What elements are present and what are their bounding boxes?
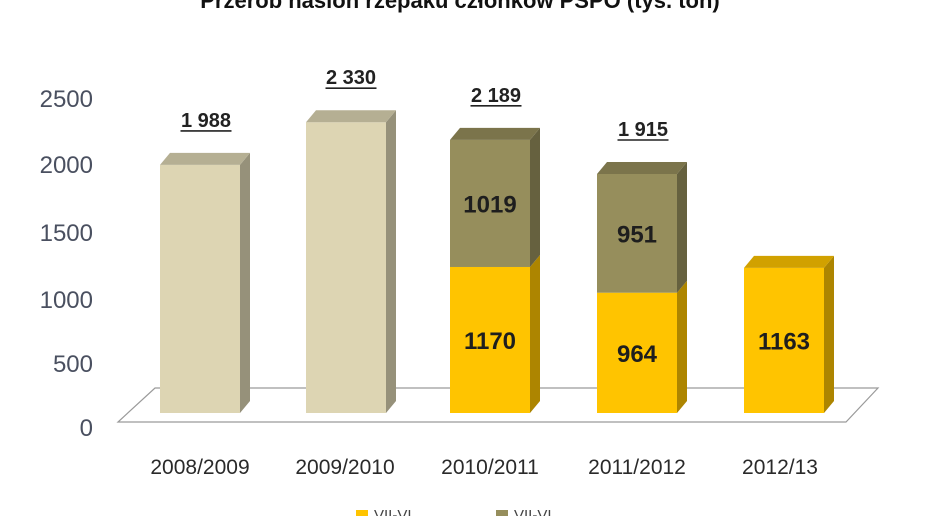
legend: VII-VI VII-VI: [356, 507, 552, 516]
total-value-label: 1 915: [618, 119, 668, 141]
x-category-label: 2010/2011: [441, 456, 539, 479]
bar-top: [160, 152, 250, 165]
bar-segment: [306, 122, 386, 413]
chart-title: Przerób nasion rzepaku członków PSPO (ty…: [200, 0, 720, 13]
segment-value-label: 951: [617, 221, 657, 248]
bar-segment: [160, 164, 240, 413]
total-value-label: 2 189: [471, 85, 521, 107]
y-tick-label: 500: [53, 351, 93, 378]
bar-segment: [597, 292, 677, 413]
y-tick-label: 0: [80, 415, 93, 442]
bar-side: [386, 110, 396, 413]
segment-value-label: 1170: [464, 328, 516, 355]
segment-value-label: 964: [617, 341, 658, 368]
legend-label: VII-VI: [514, 507, 552, 516]
bar-segment: [450, 139, 530, 267]
bar-segment: [597, 174, 677, 293]
y-axis: 0 500 1000 1500 2000 2500: [40, 86, 93, 442]
x-category-label: 2009/2010: [295, 456, 394, 479]
bar-side: [677, 162, 687, 293]
bar-side: [530, 254, 540, 413]
bar-top: [306, 110, 396, 123]
segment-value-label: 1163: [758, 328, 810, 355]
bar-side: [824, 255, 834, 413]
x-category-label: 2012/13: [742, 456, 818, 479]
y-tick-label: 1500: [40, 220, 93, 247]
legend-swatch: [356, 510, 368, 516]
x-category-label: 2008/2009: [150, 456, 249, 479]
bars: 1 988 2 330 1170 1019 2 189 964 951 1 915 1163: [160, 67, 834, 414]
bar-top: [450, 127, 540, 140]
bar-side: [677, 280, 687, 413]
bar-top: [597, 162, 687, 175]
x-axis: 2008/2009 2009/2010 2010/2011 2011/2012 2012…: [150, 456, 818, 479]
total-value-label: 2 330: [326, 67, 376, 89]
y-tick-label: 1000: [40, 287, 93, 314]
bar-side: [240, 152, 250, 414]
bar-segment: [450, 266, 530, 413]
x-category-label: 2011/2012: [588, 456, 686, 479]
bar-side: [530, 127, 540, 267]
y-tick-label: 2000: [40, 152, 93, 179]
legend-swatch: [496, 510, 508, 516]
total-value-label: 1 988: [181, 110, 231, 132]
segment-value-label: 1019: [463, 191, 516, 218]
y-tick-label: 2500: [40, 86, 93, 113]
bar-top: [744, 255, 834, 268]
bar-segment: [744, 267, 824, 413]
legend-label: VII-VI: [374, 507, 412, 516]
